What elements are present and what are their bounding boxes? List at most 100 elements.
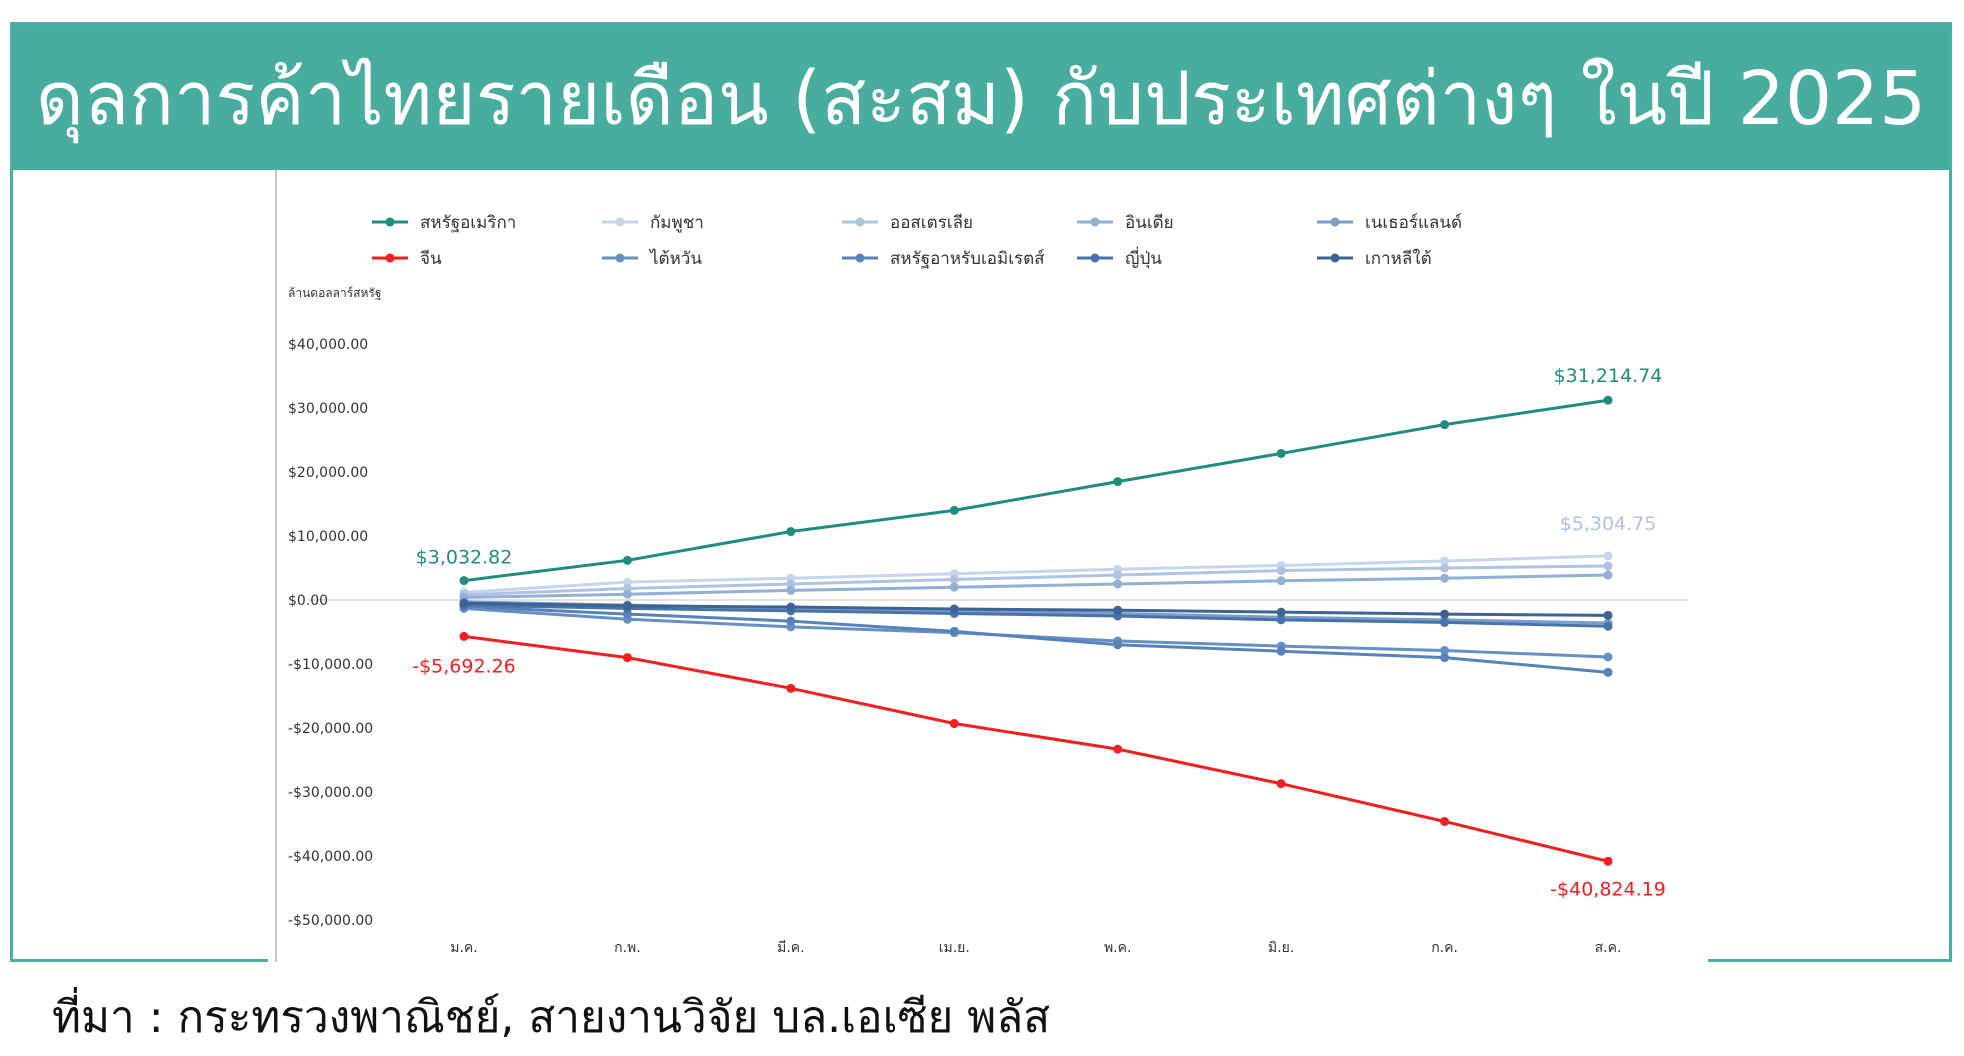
data-point bbox=[1113, 640, 1123, 650]
data-point bbox=[459, 631, 469, 641]
chart-frame: ดุลการค้าไทยรายเดือน (สะสม) กับประเทศต่า… bbox=[10, 22, 1952, 962]
data-point bbox=[1603, 610, 1613, 620]
series-line bbox=[463, 603, 1609, 628]
data-point bbox=[1113, 579, 1123, 589]
legend-entry-label: สหรัฐอเมริกา bbox=[420, 213, 516, 233]
y-tick-label: -$10,000.00 bbox=[288, 657, 373, 673]
data-point bbox=[786, 602, 796, 612]
data-label: $5,304.75 bbox=[1560, 513, 1657, 535]
y-tick-label: -$30,000.00 bbox=[288, 785, 373, 801]
legend-swatch-marker bbox=[385, 253, 395, 263]
data-point bbox=[622, 601, 632, 611]
x-tick-label: เม.ย. bbox=[939, 940, 970, 956]
series-line bbox=[463, 604, 1609, 674]
y-tick-label: -$20,000.00 bbox=[288, 721, 373, 737]
x-tick-label: ก.ค. bbox=[1431, 940, 1458, 956]
data-point bbox=[1440, 816, 1450, 826]
data-label: $3,032.82 bbox=[416, 547, 513, 569]
data-point bbox=[1603, 667, 1613, 677]
data-point bbox=[1276, 615, 1286, 625]
x-tick-label: ส.ค. bbox=[1595, 940, 1622, 956]
legend-swatch-marker bbox=[615, 217, 625, 227]
x-tick-label: ก.พ. bbox=[614, 940, 641, 956]
legend-entry-label: เนเธอร์แลนด์ bbox=[1365, 213, 1462, 233]
y-tick-label: $0.00 bbox=[288, 593, 328, 609]
y-tick-label: -$50,000.00 bbox=[288, 913, 373, 929]
data-point bbox=[786, 683, 796, 693]
data-point bbox=[1440, 420, 1450, 430]
legend-entry-label: จีน bbox=[420, 249, 442, 269]
chart-panel: ล้านดอลลาร์สหรัฐ $40,000.00 $30,000.00 $20,… bbox=[268, 170, 1708, 962]
data-point bbox=[622, 577, 632, 587]
legend-entry-label: เกาหลีใต้ bbox=[1365, 248, 1432, 269]
legend-entry-label: ญี่ปุ่น bbox=[1125, 246, 1162, 269]
source-note: ที่มา : กระทรวงพาณิชย์, สายงานวิจัย บล.เ… bbox=[52, 992, 1051, 1043]
data-point bbox=[1276, 646, 1286, 656]
data-point bbox=[949, 575, 959, 585]
series-line bbox=[463, 398, 1609, 583]
data-point bbox=[1276, 576, 1286, 586]
data-point bbox=[1603, 570, 1613, 580]
data-point bbox=[786, 616, 796, 626]
data-point bbox=[949, 582, 959, 592]
legend-swatch-marker bbox=[385, 217, 395, 227]
y-tick-label: $20,000.00 bbox=[288, 465, 368, 481]
legend-entry-label: อินเดีย bbox=[1125, 213, 1174, 233]
chart-title: ดุลการค้าไทยรายเดือน (สะสม) กับประเทศต่า… bbox=[35, 55, 1927, 142]
legend-swatch-marker bbox=[1090, 217, 1100, 227]
series-line bbox=[463, 573, 1609, 599]
data-point bbox=[1113, 477, 1123, 487]
line-chart: ล้านดอลลาร์สหรัฐ $40,000.00 $30,000.00 $20,… bbox=[275, 170, 1688, 962]
legend-entry-label: สหรัฐอาหรับเอมิเรตส์ bbox=[890, 249, 1045, 269]
data-point bbox=[1113, 570, 1123, 580]
data-point bbox=[622, 653, 632, 663]
legend-swatch-marker bbox=[1330, 253, 1340, 263]
data-point bbox=[786, 585, 796, 595]
data-point bbox=[949, 604, 959, 614]
legend-entry-label: ไต้หวัน bbox=[648, 248, 702, 269]
data-point bbox=[1603, 551, 1613, 561]
data-point bbox=[1440, 573, 1450, 583]
legend-swatch-marker bbox=[615, 253, 625, 263]
data-point bbox=[1440, 646, 1450, 656]
series-line bbox=[463, 601, 1609, 617]
data-point bbox=[1276, 566, 1286, 576]
y-tick-label: $30,000.00 bbox=[288, 401, 368, 417]
data-point bbox=[1276, 448, 1286, 458]
series-line bbox=[463, 554, 1609, 594]
data-point bbox=[786, 527, 796, 537]
data-point bbox=[949, 505, 959, 515]
data-point bbox=[1603, 652, 1613, 662]
data-point bbox=[949, 626, 959, 636]
data-point bbox=[949, 719, 959, 729]
data-point bbox=[786, 579, 796, 589]
data-label: $31,214.74 bbox=[1554, 365, 1663, 387]
data-point bbox=[1276, 607, 1286, 617]
data-point bbox=[1603, 856, 1613, 866]
x-tick-label: มิ.ย. bbox=[1268, 940, 1294, 956]
legend-swatch-marker bbox=[855, 217, 865, 227]
legend-entry-label: กัมพูชา bbox=[650, 213, 704, 233]
data-point bbox=[1440, 556, 1450, 566]
data-point bbox=[1440, 563, 1450, 573]
data-point bbox=[459, 598, 469, 608]
data-point bbox=[1113, 744, 1123, 754]
data-point bbox=[622, 589, 632, 599]
y-tick-label: -$40,000.00 bbox=[288, 849, 373, 865]
legend-swatch-marker bbox=[855, 253, 865, 263]
x-tick-label: ม.ค. bbox=[450, 940, 478, 956]
title-bar: ดุลการค้าไทยรายเดือน (สะสม) กับประเทศต่า… bbox=[13, 25, 1949, 170]
data-label: -$40,824.19 bbox=[1550, 878, 1666, 900]
x-tick-label: พ.ค. bbox=[1104, 940, 1132, 956]
legend-swatch-marker bbox=[1090, 253, 1100, 263]
data-point bbox=[1603, 621, 1613, 631]
data-point bbox=[1603, 561, 1613, 571]
data-point bbox=[1440, 617, 1450, 627]
data-point bbox=[1603, 395, 1613, 405]
y-tick-label: $10,000.00 bbox=[288, 529, 368, 545]
series-line bbox=[463, 634, 1609, 863]
data-point bbox=[1276, 779, 1286, 789]
y-tick-label: $40,000.00 bbox=[288, 337, 368, 353]
data-point bbox=[459, 576, 469, 586]
data-point bbox=[1440, 609, 1450, 619]
